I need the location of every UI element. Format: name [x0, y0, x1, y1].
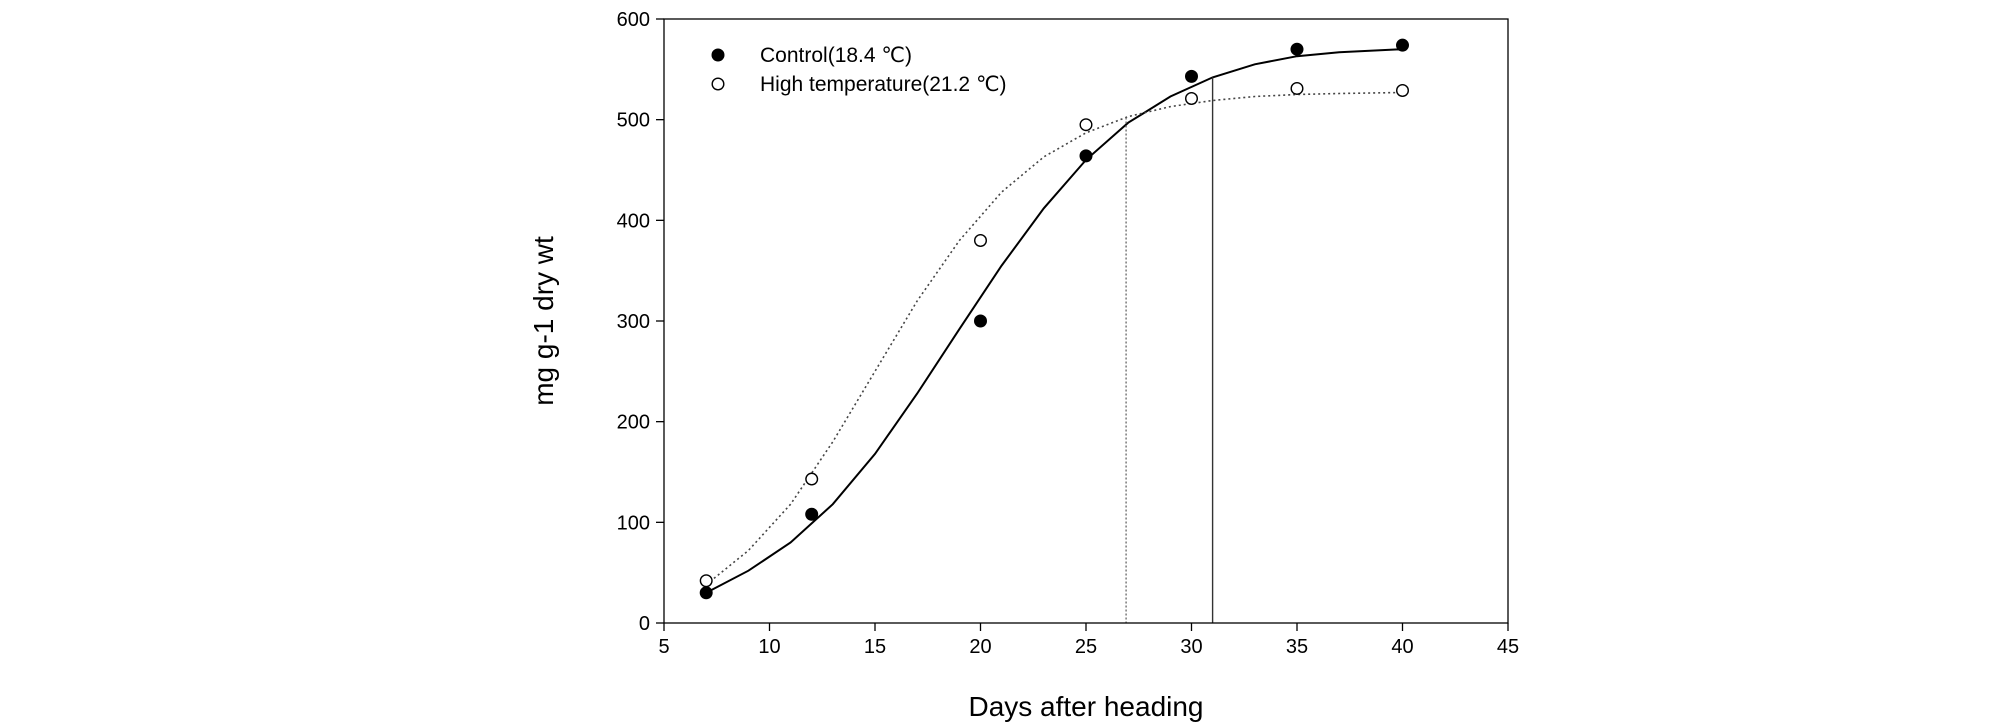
x-tick-label: 30	[1180, 636, 1202, 658]
series-0-point	[1290, 42, 1304, 56]
series-0-fit-curve	[705, 48, 1403, 594]
x-tick-label: 10	[758, 636, 780, 658]
y-tick-label: 600	[617, 9, 650, 31]
series-0-point	[1184, 69, 1198, 83]
series-0-point	[1079, 149, 1093, 163]
legend: Control(18.4 ℃) High temperature(21.2 ℃)	[711, 44, 1007, 96]
series-1-fit-curve	[705, 91, 1403, 586]
series-1-point	[805, 472, 819, 486]
x-axis-label: Days after heading	[968, 691, 1203, 722]
plot-area	[699, 38, 1409, 623]
y-tick-label: 0	[639, 613, 650, 635]
legend-label-0: Control(18.4 ℃)	[760, 44, 912, 67]
series-1-point	[974, 233, 988, 247]
x-tick-label: 35	[1286, 636, 1308, 658]
series-0-point	[805, 507, 819, 521]
series-1-point	[1290, 81, 1304, 95]
legend-label-1: High temperature(21.2 ℃)	[760, 73, 1007, 96]
y-tick-label: 500	[617, 110, 650, 132]
y-tick-label: 300	[617, 311, 650, 333]
y-tick-label: 100	[617, 512, 650, 534]
x-tick-label: 20	[969, 636, 991, 658]
x-tick-label: 15	[864, 636, 886, 658]
y-tick-label: 200	[617, 412, 650, 434]
x-tick-label: 40	[1391, 636, 1413, 658]
y-tick-label: 400	[617, 210, 650, 232]
x-tick-label: 45	[1497, 636, 1519, 658]
series-0-point	[699, 586, 713, 600]
x-tick-label: 5	[658, 636, 669, 658]
plot-frame	[663, 18, 1509, 624]
series-1-point	[1079, 118, 1093, 132]
legend-marker-1	[711, 77, 725, 91]
series-0-point	[974, 314, 988, 328]
axes: 5 10 15 20 25 30 35 40 45 0 100 200 300 400 500 600 Days…	[528, 9, 1519, 722]
series-1-point	[1395, 83, 1409, 97]
legend-marker-0	[711, 48, 725, 62]
y-axis-label: mg g-1 dry wt	[528, 236, 559, 406]
series-1-point	[699, 574, 713, 588]
series-0-point	[1395, 38, 1409, 52]
series-1-point	[1184, 92, 1198, 106]
x-tick-label: 25	[1075, 636, 1097, 658]
